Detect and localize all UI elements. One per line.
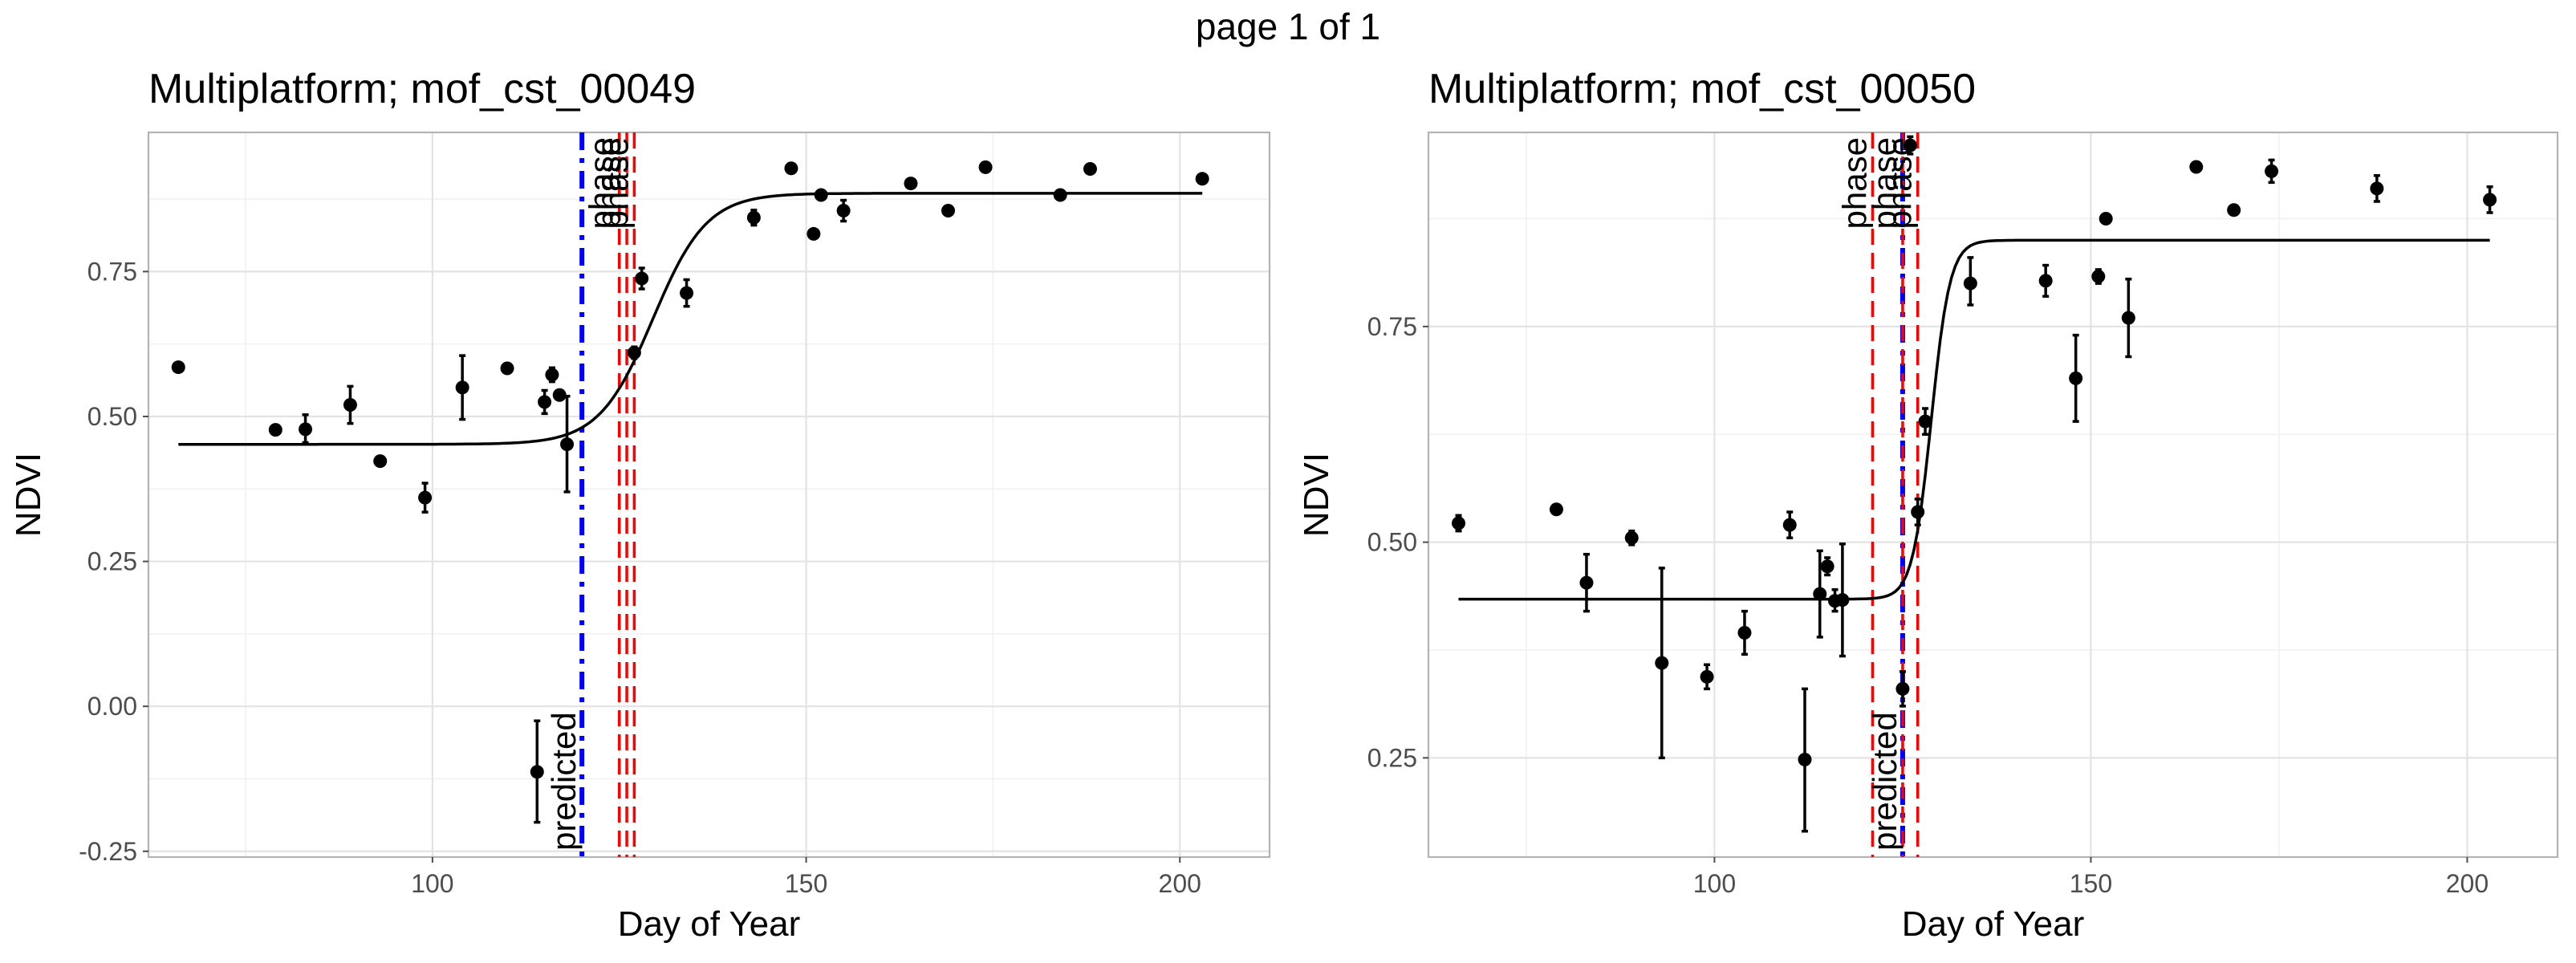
predicted-label: predicted — [545, 712, 583, 851]
data-point — [1782, 518, 1797, 532]
data-point — [268, 423, 282, 437]
data-point — [1700, 669, 1714, 684]
data-point — [1820, 559, 1834, 574]
y-tick-label: 0.50 — [87, 402, 137, 431]
page-title: page 1 of 1 — [1195, 6, 1381, 47]
y-axis-title: NDVI — [9, 453, 48, 537]
data-point — [455, 380, 469, 395]
data-point — [2121, 311, 2135, 325]
data-point — [807, 226, 821, 241]
data-point — [680, 286, 694, 300]
data-point — [2370, 181, 2384, 196]
data-point — [545, 368, 559, 382]
phase-label: phase — [1866, 137, 1904, 229]
data-point — [373, 454, 388, 469]
chart-panel-1: 100 150 200 -0.25 0.00 0.25 0.50 0.75 Multiplatf… — [9, 66, 1271, 944]
plot-area — [1452, 132, 2497, 857]
x-axis-title: Day of Year — [618, 904, 801, 944]
y-tick-label: 0.75 — [87, 257, 137, 286]
data-point — [978, 160, 993, 174]
data-point — [627, 346, 641, 360]
data-point — [2483, 193, 2497, 207]
data-point — [1895, 681, 1910, 696]
data-point — [1549, 502, 1563, 517]
data-point — [1579, 575, 1594, 590]
data-point — [904, 177, 918, 191]
phase-label: phase — [1835, 137, 1873, 229]
data-point — [2189, 160, 2204, 174]
data-point — [1083, 162, 1097, 177]
data-point — [836, 204, 851, 218]
data-point — [941, 204, 956, 218]
data-point — [1452, 516, 1466, 530]
data-point — [552, 388, 567, 402]
data-point — [2265, 164, 2279, 178]
phase-label: phase — [583, 137, 620, 229]
y-tick-label: 0.50 — [1367, 528, 1417, 557]
data-point — [1903, 138, 1917, 152]
y-tick-label: 0.25 — [1367, 743, 1417, 772]
data-point — [530, 765, 544, 779]
data-point — [784, 161, 798, 176]
data-point — [538, 395, 552, 409]
data-point — [1911, 505, 1925, 519]
x-tick-label: 150 — [2070, 869, 2112, 898]
phase-label: phase — [590, 137, 628, 229]
data-point — [418, 490, 433, 505]
x-axis-title: Day of Year — [1902, 904, 2085, 944]
data-point — [500, 361, 514, 376]
data-point — [560, 437, 575, 452]
data-point — [1918, 414, 1932, 429]
plot-area — [171, 132, 1209, 857]
data-point — [2227, 203, 2241, 217]
y-tick-label: -0.25 — [79, 837, 137, 866]
data-point — [1737, 626, 1752, 640]
data-point — [171, 360, 185, 375]
y-tick-label: 0.25 — [87, 547, 137, 576]
fitted-curve — [1458, 238, 2490, 601]
data-point — [1624, 530, 1639, 545]
data-point — [1963, 276, 1977, 291]
plot-border — [1427, 131, 2559, 859]
data-point — [1053, 188, 1067, 202]
data-point — [1798, 753, 1812, 767]
fitted-curve — [178, 192, 1203, 446]
phase-label: phase — [597, 137, 635, 229]
y-tick-label: 0.00 — [87, 692, 137, 721]
x-tick-label: 100 — [1693, 869, 1736, 898]
data-point — [1655, 656, 1669, 670]
data-point — [746, 210, 761, 225]
data-point — [1813, 587, 1827, 601]
x-tick-label: 150 — [785, 869, 827, 898]
plot-border — [147, 131, 1271, 859]
data-point — [299, 422, 313, 437]
y-tick-label: 0.75 — [1367, 312, 1417, 341]
predicted-label: predicted — [1866, 712, 1904, 851]
x-tick-label: 100 — [411, 869, 453, 898]
chart-panel-2: 100 150 200 0.25 0.50 0.75 Multiplatform; mof_… — [1297, 66, 2559, 944]
data-point — [814, 188, 828, 202]
data-point — [635, 271, 649, 286]
y-axis-title: NDVI — [1297, 453, 1336, 537]
phase-label: phase — [1881, 137, 1919, 229]
data-point — [2099, 212, 2113, 226]
data-point — [1835, 593, 1850, 607]
data-point — [1195, 172, 1209, 186]
chart-title: Multiplatform; mof_cst_00050 — [1428, 66, 1976, 112]
data-point — [2091, 270, 2106, 284]
data-point — [2038, 274, 2053, 288]
data-point — [343, 398, 357, 412]
chart-title: Multiplatform; mof_cst_00049 — [148, 66, 696, 112]
x-tick-label: 200 — [1159, 869, 1201, 898]
data-point — [2069, 371, 2083, 385]
x-tick-label: 200 — [2446, 869, 2489, 898]
